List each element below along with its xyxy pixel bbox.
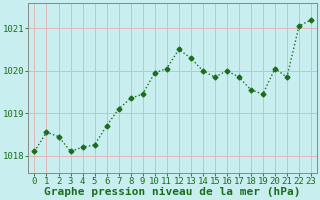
X-axis label: Graphe pression niveau de la mer (hPa): Graphe pression niveau de la mer (hPa) [44,187,301,197]
